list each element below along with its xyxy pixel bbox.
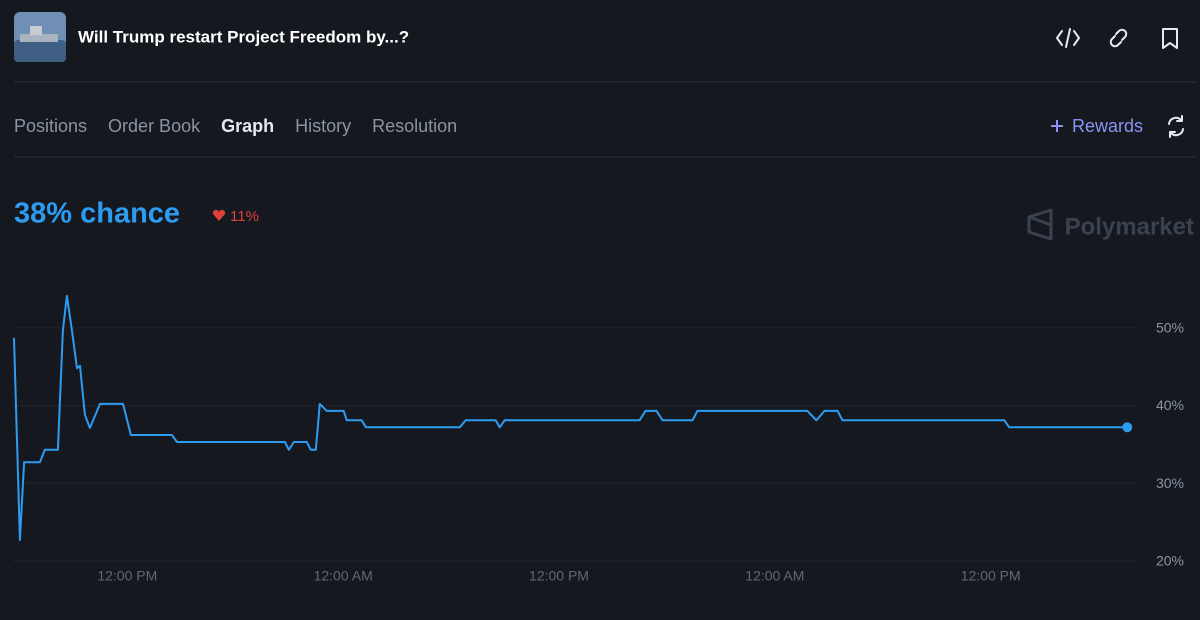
y-tick-label: 40% [1156, 397, 1184, 413]
price-line [13, 294, 1128, 541]
down-icon [212, 209, 226, 221]
x-tick-label: 12:00 AM [745, 568, 804, 584]
refresh-button[interactable] [1168, 115, 1184, 138]
tab[interactable]: Positions [14, 116, 87, 136]
chart: 20% 30% 40% 50% 12:00 PM 12:00 AM 12:00 PM 12:0… [13, 294, 1184, 584]
y-tick-label: 50% [1156, 319, 1184, 335]
x-tick-label: 12:00 PM [529, 568, 589, 584]
watermark-logo [1027, 208, 1053, 241]
tab[interactable]: History [295, 116, 351, 136]
y-tick-label: 30% [1156, 475, 1184, 491]
rewards-label[interactable]: Rewards [1072, 116, 1143, 136]
link-button[interactable] [1109, 28, 1128, 48]
change: 11% [230, 208, 259, 225]
x-tick-label: 12:00 PM [961, 568, 1021, 584]
market-title: Will Trump restart Project Freedom by...… [78, 27, 409, 46]
chance: 38% chance [14, 198, 180, 230]
tab[interactable]: Graph [221, 116, 274, 136]
tab-bar: Positions Order Book Graph History Resolutio… [14, 116, 457, 136]
x-tick-label: 12:00 AM [314, 568, 373, 584]
rewards-button[interactable]: Rewards [1051, 116, 1143, 136]
x-tick-label: 12:00 PM [97, 568, 157, 584]
y-tick-label: 20% [1156, 553, 1184, 569]
tab[interactable]: Order Book [108, 116, 201, 136]
embed-button[interactable] [1056, 28, 1080, 48]
tab[interactable]: Resolution [372, 116, 457, 136]
thumbnail [14, 12, 66, 62]
bookmark-button[interactable] [1162, 28, 1178, 49]
watermark: Polymarket [1065, 213, 1194, 240]
end-point [1122, 422, 1133, 433]
